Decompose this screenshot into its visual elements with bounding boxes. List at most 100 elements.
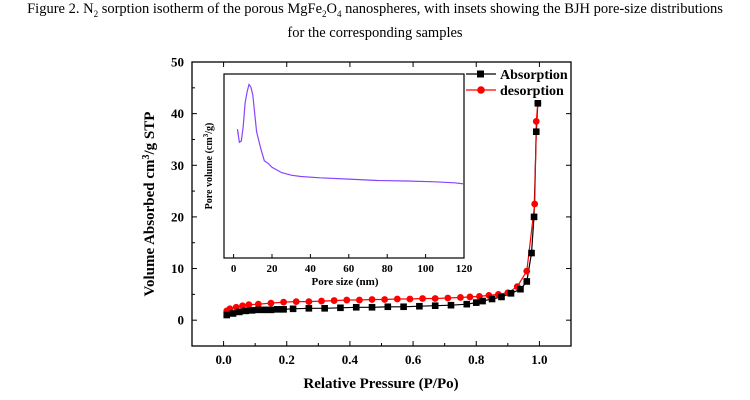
legend-label-desorption: desorption (500, 84, 564, 99)
inset-plot-series (236, 83, 465, 185)
data-point-absorption (280, 306, 287, 313)
data-point-desorption (368, 296, 376, 303)
caption-line-1: Figure 2. N2 sorption isotherm of the po… (0, 0, 750, 24)
inset-axis-ticks: 0 20 40 60 80 100 120 (231, 254, 473, 275)
inset-x-tick-label: 0 (231, 263, 237, 275)
data-point-desorption (343, 296, 351, 304)
data-point-desorption (406, 295, 414, 303)
data-point-absorption (229, 310, 237, 317)
inset-x-tick-label: 120 (456, 263, 473, 275)
x-tick-label: 0.4 (342, 352, 359, 367)
data-point-desorption (393, 295, 401, 303)
data-point-absorption (472, 299, 480, 306)
data-point-absorption (248, 307, 256, 314)
data-point-absorption (523, 278, 531, 285)
data-point-absorption (528, 249, 535, 257)
data-point-desorption (419, 295, 426, 302)
data-point-desorption (532, 117, 540, 125)
data-point-desorption (531, 200, 539, 208)
data-point-absorption (479, 297, 486, 305)
legend: Absorption desorption (466, 68, 568, 99)
inset-y-axis-title: Pore volume (cm3/g) (202, 123, 215, 210)
caption-text-3: O (326, 1, 337, 17)
x-tick-label: 0.8 (468, 352, 485, 367)
data-point-desorption (355, 296, 363, 304)
data-point-absorption (534, 100, 542, 107)
y-axis-title-sup: 3 (141, 154, 152, 159)
data-point-desorption (444, 294, 452, 302)
data-point-desorption (239, 302, 246, 310)
caption-text-1: N (79, 1, 94, 17)
legend-marker-absorption (477, 70, 484, 78)
data-point-desorption (466, 293, 474, 301)
data-point-absorption (447, 301, 455, 309)
data-point-absorption (255, 306, 262, 314)
data-point-absorption (236, 308, 243, 316)
data-point-absorption (289, 305, 297, 313)
inset-x-axis-title: Pore size (nm) (312, 276, 379, 288)
caption-text-4: nanospheres, with insets showing the BJH… (341, 1, 723, 17)
caption-sub-2: 2 (322, 8, 327, 19)
y-axis-title-part-1: Volume Absorbed cm (142, 159, 158, 296)
figure-caption: Figure 2. N2 sorption isotherm of the po… (0, 0, 750, 43)
y-tick-label: 10 (171, 261, 184, 276)
data-point-absorption (416, 302, 423, 310)
inset-plot-frame (223, 73, 465, 259)
legend-label-absorption: Absorption (500, 68, 568, 83)
data-point-absorption (267, 306, 275, 314)
data-point-absorption (431, 302, 439, 310)
data-point-absorption (337, 304, 344, 312)
data-point-absorption (463, 300, 471, 308)
data-point-absorption (273, 306, 281, 313)
data-point-desorption (381, 296, 389, 303)
data-point-absorption (507, 290, 515, 297)
data-point-absorption (517, 285, 524, 293)
inset-x-tick-label: 80 (382, 263, 394, 275)
inset-series-line (236, 83, 465, 185)
y-tick-label: 20 (171, 209, 184, 224)
legend-marker-desorption (477, 86, 485, 94)
x-tick-label: 1.0 (531, 352, 547, 367)
y-axis-title: Volume Absorbed cm3/g STP (141, 112, 159, 297)
data-point-desorption (330, 297, 338, 304)
data-point-absorption (352, 303, 360, 311)
data-point-desorption (292, 298, 300, 305)
y-tick-label: 50 (171, 55, 184, 70)
caption-sub-3: 4 (337, 8, 342, 19)
main-plot-series (223, 99, 542, 319)
x-tick-label: 0.0 (215, 352, 231, 367)
y-tick-label: 40 (171, 106, 184, 121)
data-point-absorption (530, 213, 538, 221)
data-point-desorption (267, 299, 275, 307)
y-axis-title-part-2: /g STP (142, 112, 158, 156)
caption-text-2: sorption isotherm of the porous MgFe (98, 1, 323, 17)
data-point-absorption (305, 305, 313, 312)
caption-label: Figure 2. (27, 1, 80, 17)
inset-x-tick-label: 100 (417, 263, 434, 275)
data-point-desorption (431, 295, 439, 302)
data-point-absorption (242, 307, 249, 315)
data-point-desorption (254, 300, 262, 308)
caption-line-2: for the corresponding samples (287, 24, 463, 41)
inset-y-axis-title-part-2: /g) (204, 123, 215, 135)
data-point-absorption (261, 306, 268, 314)
caption-sub-1: 2 (93, 8, 99, 19)
data-point-absorption (384, 303, 392, 311)
data-point-desorption (305, 298, 313, 305)
data-point-desorption (523, 267, 531, 275)
inset-x-tick-label: 40 (305, 263, 317, 275)
data-point-absorption (223, 311, 231, 319)
data-point-absorption (321, 305, 328, 312)
data-point-desorption (280, 298, 287, 306)
data-point-absorption (400, 303, 407, 311)
inset-x-tick-label: 60 (343, 263, 355, 275)
x-tick-label: 0.2 (279, 352, 295, 367)
data-point-absorption (498, 293, 505, 301)
x-axis-title: Relative Pressure (P/Po) (303, 376, 458, 392)
inset-y-axis-title-part-1: Pore volume (cm (204, 137, 215, 210)
data-point-desorption (245, 301, 253, 309)
data-point-desorption (457, 294, 464, 301)
data-point-desorption (318, 297, 325, 305)
